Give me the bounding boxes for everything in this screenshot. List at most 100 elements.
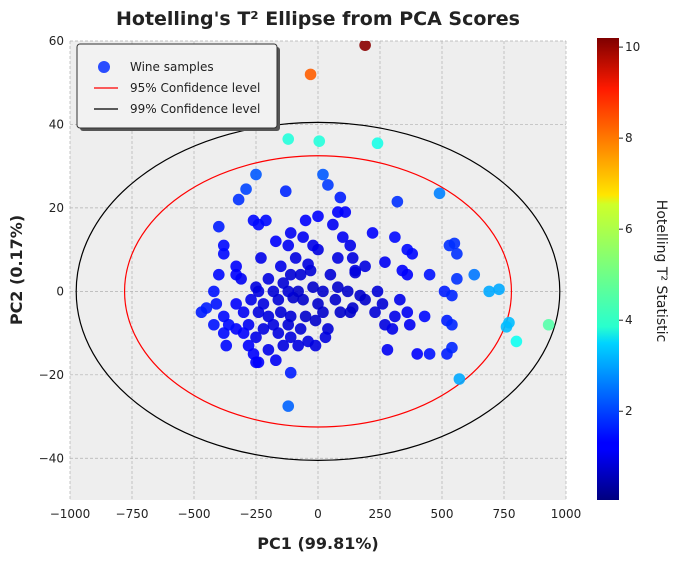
data-point [294, 268, 307, 281]
data-point [267, 318, 280, 331]
data-point [332, 281, 344, 293]
data-point [359, 293, 371, 306]
y-axis-title: PC2 (0.17%) [7, 215, 26, 325]
y-tick-labels: −40 −20 0 20 40 60 [39, 34, 64, 465]
data-point [317, 285, 329, 298]
data-point [282, 285, 295, 298]
data-point [242, 318, 255, 331]
data-point [500, 321, 513, 333]
data-point [213, 268, 225, 281]
data-point [230, 298, 242, 310]
data-point [297, 231, 309, 243]
colorbar-tick-label: 6 [625, 222, 633, 236]
data-point [292, 339, 304, 352]
data-point [282, 239, 295, 252]
data-point [423, 348, 436, 360]
data-point [275, 260, 287, 273]
x-tick-label: −750 [116, 507, 149, 521]
data-point [237, 327, 250, 339]
data-point [242, 339, 255, 352]
data-point [252, 285, 265, 298]
data-point [317, 306, 329, 319]
wine-sample-points [195, 41, 555, 412]
data-point [257, 323, 270, 335]
data-point [451, 273, 463, 285]
legend-box [76, 43, 278, 129]
data-point [272, 293, 285, 306]
data-point [542, 318, 555, 331]
confidence-ellipses [75, 121, 561, 461]
data-point [210, 298, 223, 310]
x-tick-labels: −1000 −750 −500 −250 0 250 500 750 1000 [50, 507, 582, 521]
x-tick-label: 250 [369, 507, 392, 521]
data-point [282, 400, 295, 412]
data-point [289, 252, 302, 264]
data-point [329, 293, 342, 306]
data-point [237, 306, 250, 319]
data-point [284, 331, 297, 344]
data-point [381, 343, 394, 356]
x-axis-title: PC1 (99.81%) [257, 534, 378, 553]
data-point [349, 264, 362, 277]
data-point [260, 214, 272, 227]
data-point [344, 306, 357, 319]
data-point [195, 306, 208, 319]
y-tick-label: 60 [49, 34, 64, 48]
data-point [337, 231, 349, 243]
data-point [307, 281, 319, 293]
data-point [322, 179, 334, 191]
data-point [341, 285, 354, 298]
y-tick-label: −40 [39, 451, 64, 465]
data-point [279, 185, 292, 198]
data-point [309, 314, 322, 327]
data-point [317, 168, 329, 181]
data-point [267, 285, 280, 298]
data-point [232, 193, 245, 206]
data-point [334, 191, 347, 204]
data-point [312, 298, 324, 310]
data-point [217, 310, 230, 323]
data-point [208, 318, 220, 331]
data-point [230, 260, 242, 273]
data-point [448, 237, 461, 250]
x-tick-label: 500 [431, 507, 454, 521]
data-point [371, 137, 384, 150]
data-point [257, 298, 270, 310]
data-point [376, 298, 389, 310]
data-point [468, 268, 481, 281]
colorbar-label: Hotelling T² Statistic [653, 200, 669, 342]
data-point [217, 327, 230, 339]
ellipse-95 [123, 155, 513, 428]
data-point [217, 239, 230, 252]
data-point [245, 293, 257, 306]
data-point [262, 343, 275, 356]
data-point [423, 268, 436, 281]
y-tick-label: 40 [49, 117, 64, 131]
data-point [389, 231, 401, 243]
data-point [401, 306, 414, 319]
ellipse-99 [75, 121, 561, 461]
data-point [379, 256, 391, 268]
x-tick-label: 1000 [551, 507, 582, 521]
data-point [366, 227, 379, 239]
data-point [451, 248, 463, 260]
legend-label-95: 95% Confidence level [130, 81, 260, 95]
x-tick-label: −500 [178, 507, 211, 521]
data-point [252, 306, 265, 319]
data-point [359, 41, 371, 51]
colorbar-tick-label: 4 [625, 313, 633, 327]
y-tick-label: 0 [56, 284, 64, 298]
data-point [284, 268, 297, 281]
data-point [272, 327, 285, 339]
data-point [369, 306, 381, 319]
data-point [453, 373, 466, 385]
data-point [313, 135, 326, 147]
data-point [309, 339, 322, 352]
legend-label-99: 99% Confidence level [130, 102, 260, 116]
data-point [344, 239, 357, 252]
data-point [270, 354, 282, 367]
data-point [319, 331, 332, 344]
data-point [213, 220, 225, 233]
data-point [401, 268, 414, 281]
